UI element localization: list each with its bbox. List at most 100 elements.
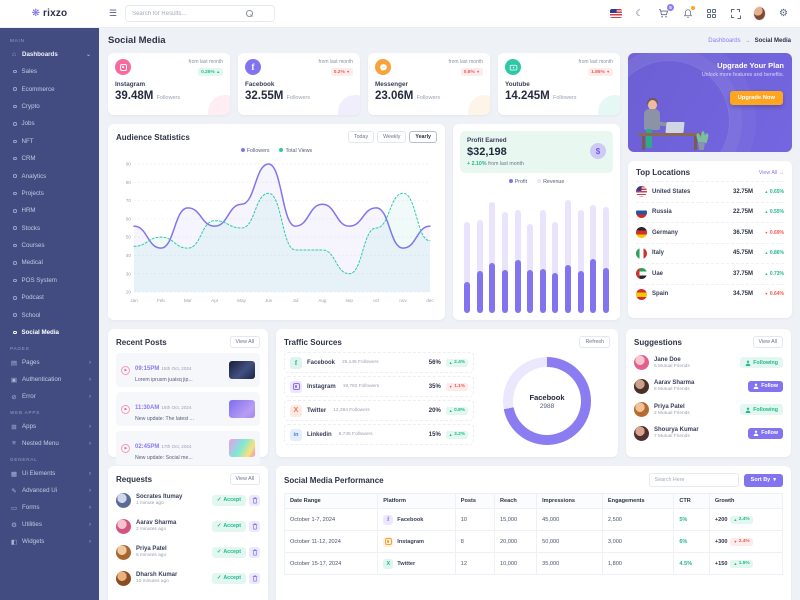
stat-value: 14.245M Followers [505, 90, 577, 102]
delete-request-button[interactable] [249, 494, 260, 506]
instagram-icon [383, 536, 394, 547]
dark-mode-toggle[interactable] [633, 7, 646, 20]
profit-bar [552, 187, 559, 313]
stat-card-facebook[interactable]: f from last month 0.2% ▼ Facebook 32.55M … [238, 53, 360, 115]
upgrade-plan-card: Upgrade Your Plan Unlock more features a… [628, 53, 792, 152]
sidebar-item-nft[interactable]: NFT [10, 133, 99, 150]
profit-bar [602, 187, 609, 313]
delete-request-button[interactable] [249, 546, 260, 558]
profile-button[interactable] [753, 6, 766, 21]
accept-button[interactable]: ✓ Accept [211, 546, 246, 558]
stat-card-instagram[interactable]: from last month 0.25% ▲ Instagram 39.48M … [108, 53, 230, 115]
sidebar-item-ui-elements[interactable]: ▦ Ui Elements › [10, 470, 91, 478]
sidebar-item-projects[interactable]: Projects [10, 185, 99, 202]
following-button[interactable]: Following [740, 357, 783, 369]
recent-posts-view-all-button[interactable]: View All [229, 336, 260, 348]
sidebar-item-courses[interactable]: Courses [10, 237, 99, 254]
advanced-ui-icon: ✎ [11, 487, 17, 495]
cart-button[interactable]: 5 [657, 4, 674, 20]
widgets-icon: ◧ [10, 538, 18, 546]
stat-card-youtube[interactable]: from last month 1.85% ▼ Youtube 14.245M F… [498, 53, 620, 115]
profit-bar [464, 187, 470, 313]
hamburger-menu-icon[interactable]: ☰ [109, 8, 118, 18]
accept-button[interactable]: ✓ Accept [211, 494, 246, 506]
suggestions-view-all-button[interactable]: View All [752, 336, 783, 348]
sidebar-item-ecommerce[interactable]: Ecommerce [10, 80, 99, 97]
follow-button[interactable]: Follow [748, 427, 783, 439]
sidebar-item-medical[interactable]: Medical [10, 254, 99, 271]
us-flag-icon [636, 186, 647, 198]
sidebar-item-school[interactable]: School [10, 306, 99, 323]
notifications-button[interactable] [681, 6, 695, 20]
sidebar-item-utilities[interactable]: ⚙ Utilities › [11, 521, 91, 529]
following-button[interactable]: Following [740, 404, 783, 416]
top-locations-view-all[interactable]: View All → [758, 169, 784, 176]
sidebar-item-jobs[interactable]: Jobs [10, 115, 99, 132]
sidebar-item-forms[interactable]: ▭ Forms › [10, 504, 91, 512]
sidebar-item-apps[interactable]: ⊞ Apps › [11, 423, 91, 431]
sidebar-item-error[interactable]: ⊘ Error › [11, 393, 91, 401]
russia-flag-icon [636, 206, 647, 218]
svg-text:60: 60 [126, 216, 132, 221]
table-search-input[interactable] [648, 473, 739, 487]
upgrade-now-button[interactable]: Upgrade Now [729, 91, 783, 105]
sort-by-button[interactable]: Sort By ▾ [743, 473, 783, 487]
table-row[interactable]: October 1-7, 2024 f Facebook 10 15,000 45… [283, 508, 784, 531]
sidebar-item-nested-menu[interactable]: ≡ Nested Menu › [10, 435, 99, 452]
sidebar-item-dashboards[interactable]: ⌂ Dashboards ⌄ [10, 46, 99, 63]
refresh-button[interactable]: Refresh [579, 336, 610, 348]
delete-request-button[interactable] [249, 572, 260, 584]
profit-bar [489, 187, 496, 313]
tab-today[interactable]: Today [347, 131, 375, 143]
section-label-pages: PAGES [10, 346, 30, 352]
profit-bar [527, 187, 534, 313]
sidebar-item-hrm[interactable]: HRM [10, 202, 99, 219]
table-row[interactable]: October 15-17, 2024 X Twitter 12 10,000 3… [283, 552, 784, 575]
sidebar-item-sales[interactable]: Sales [10, 63, 99, 80]
performance-table: Date Range Platform Posts Reach Impression… [283, 493, 784, 575]
sidebar-item-social-media[interactable]: Social Media [10, 324, 99, 341]
language-flag-button[interactable] [609, 7, 622, 20]
avatar [634, 378, 649, 394]
performance-title: Social Media Performance [284, 475, 384, 485]
search-icon[interactable] [246, 10, 253, 17]
cart-count-badge: 5 [667, 4, 674, 11]
tab-yearly[interactable]: Yearly [409, 131, 437, 143]
sidebar-item-crm[interactable]: CRM [10, 150, 99, 167]
nested-menu-icon: ≡ [12, 440, 16, 448]
svg-text:nov: nov [399, 298, 407, 303]
sidebar-item-advanced-ui[interactable]: ✎ Advanced Ui › [11, 487, 91, 495]
follow-button[interactable]: Follow [748, 380, 783, 392]
accept-button[interactable]: ✓ Accept [211, 520, 246, 532]
table-row[interactable]: October 11-12, 2024 Instagram 8 20,000 5… [283, 530, 784, 553]
sidebar-item-authentication[interactable]: ▣ Authentication › [10, 376, 91, 384]
sidebar-item-crypto[interactable]: Crypto [10, 98, 99, 115]
logo[interactable]: ❋ rixzo [0, 0, 99, 28]
pages-icon: ▤ [10, 359, 18, 367]
request-row: Dharsh Kumar 10 minutes ago ✓ Accept [116, 565, 260, 591]
accept-button[interactable]: ✓ Accept [211, 572, 246, 584]
post-thumbnail [229, 439, 255, 457]
requests-view-all-button[interactable]: View All [229, 473, 260, 485]
tab-weekly[interactable]: Weekly [377, 131, 407, 143]
spain-flag-icon [636, 288, 647, 300]
fullscreen-button[interactable] [729, 7, 742, 20]
search-input[interactable] [132, 10, 243, 17]
location-row: Uae 37.75M ▲ 0.73% [636, 263, 784, 284]
apps-grid-button[interactable] [705, 7, 718, 20]
stat-card-messenger[interactable]: from last month 0.8% ▼ Messenger 23.06M F… [368, 53, 490, 115]
sidebar-item-stocks[interactable]: Stocks [10, 220, 99, 237]
sidebar-item-podcast[interactable]: Podcast [10, 289, 99, 306]
sidebar-item-analytics[interactable]: Analytics [10, 167, 99, 184]
settings-button[interactable] [777, 7, 790, 20]
svg-text:Feb: Feb [157, 298, 165, 303]
sidebar-item-widgets[interactable]: ◧ Widgets › [10, 538, 91, 546]
delta-badge: 0.8% ▼ [460, 68, 483, 76]
sidebar-item-pos-system[interactable]: POS System [10, 272, 99, 289]
delete-request-button[interactable] [249, 520, 260, 532]
sidebar-item-pages[interactable]: ▤ Pages › [10, 359, 91, 367]
breadcrumb-dashboards[interactable]: Dashboards [708, 37, 741, 44]
